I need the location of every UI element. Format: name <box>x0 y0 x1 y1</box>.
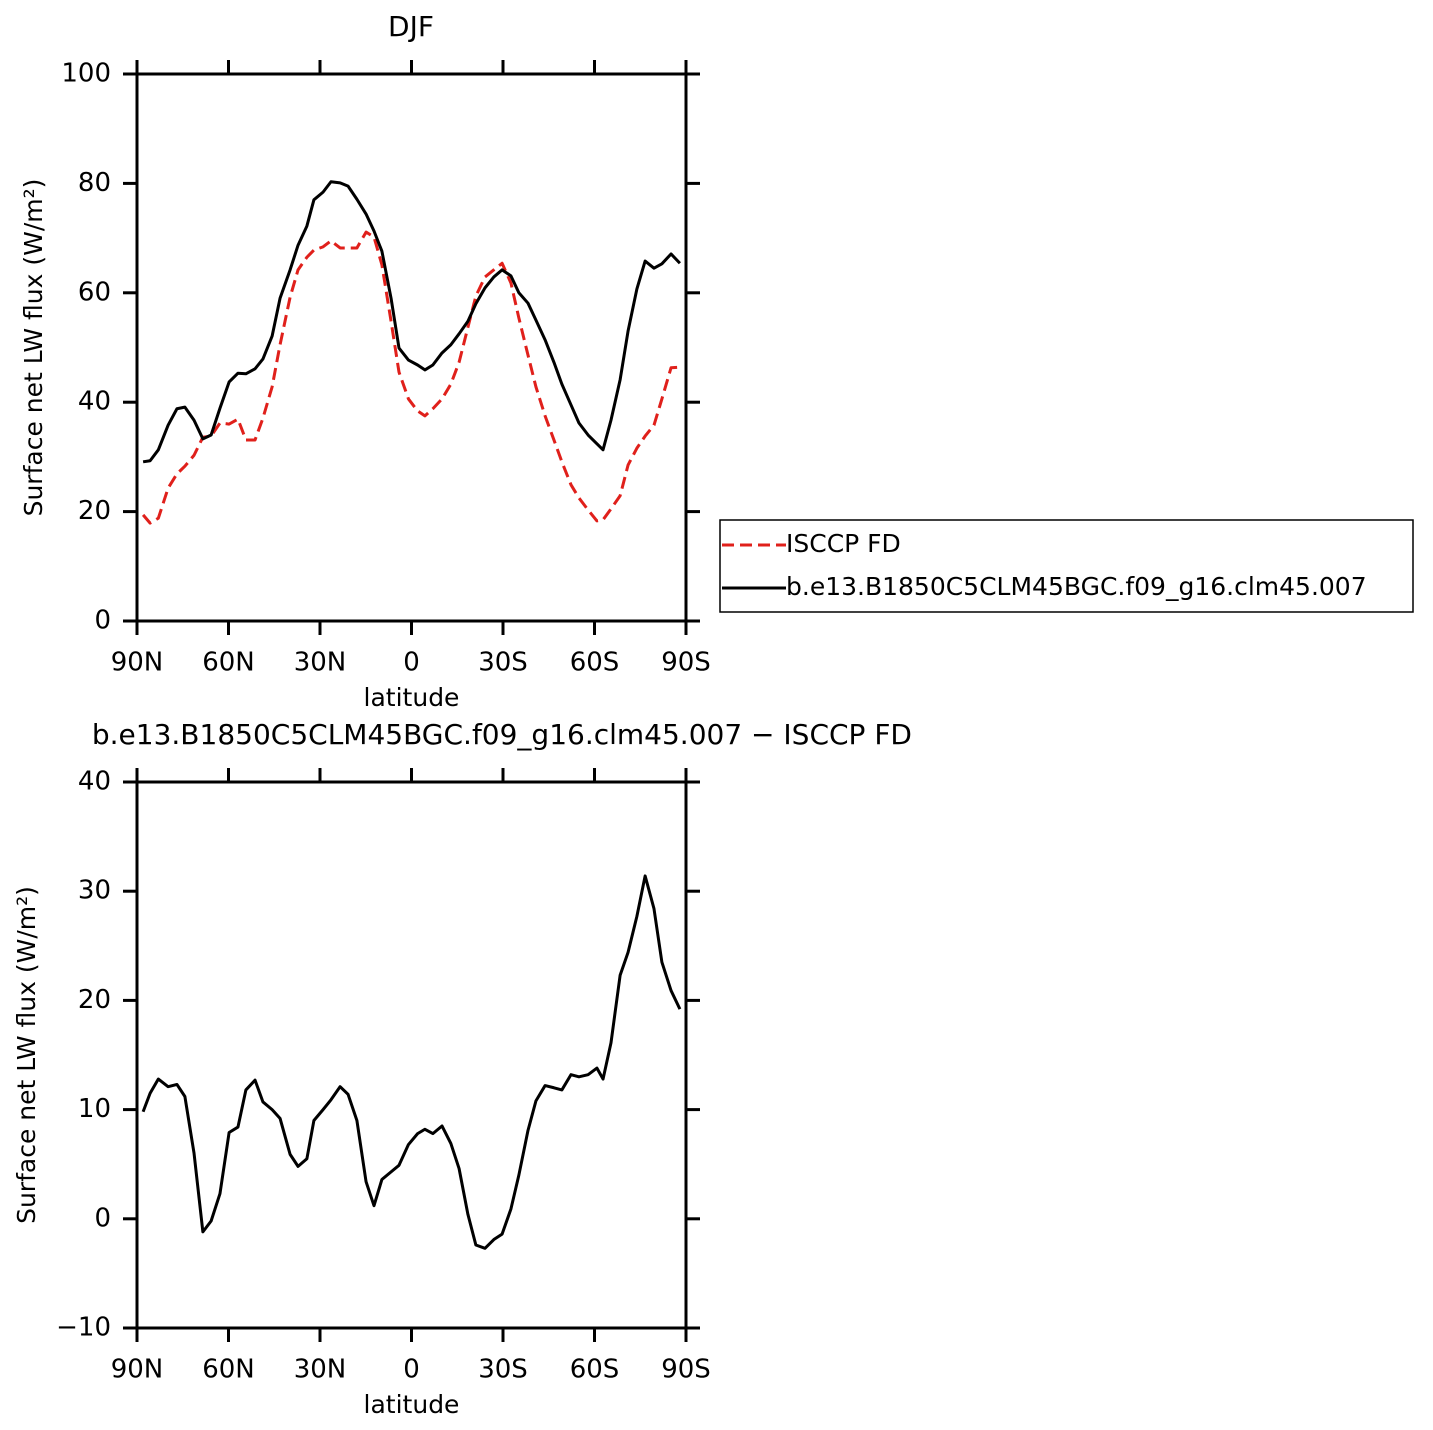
x-tick-label: 90S <box>661 648 711 678</box>
x-tick-label: 90S <box>661 1355 711 1385</box>
x-tick-label: 0 <box>403 648 420 678</box>
y-tick-label: −10 <box>56 1313 111 1343</box>
x-tick-label: 60N <box>202 648 255 678</box>
x-tick-label: 60N <box>202 1355 255 1385</box>
y-tick-label: 20 <box>78 496 111 526</box>
x-tick-label: 30S <box>478 648 528 678</box>
x-tick-label: 60S <box>570 1355 620 1385</box>
data-line <box>141 230 680 525</box>
plot-frame <box>135 72 688 623</box>
plot-frame <box>135 780 688 1330</box>
y-tick-label: 100 <box>61 59 111 89</box>
y-tick-label: 80 <box>78 168 111 198</box>
legend-box <box>719 519 1414 613</box>
x-tick-label: 90N <box>111 648 164 678</box>
x-tick-label: 0 <box>403 1355 420 1385</box>
x-tick-label: 30S <box>478 1355 528 1385</box>
y-tick-label: 0 <box>94 1203 111 1233</box>
data-line <box>141 874 682 1250</box>
y-axis-label: Surface net LW flux (W/m²) <box>12 886 41 1224</box>
y-tick-label: 40 <box>78 767 111 797</box>
y-tick-label: 0 <box>94 606 111 636</box>
y-tick-label: 40 <box>78 387 111 417</box>
chart-title: DJF <box>388 10 434 43</box>
y-tick-label: 30 <box>78 876 111 906</box>
legend-label: b.e13.B1850C5CLM45BGC.f09_g16.clm45.007 <box>786 572 1367 601</box>
x-tick-label: 30N <box>294 648 347 678</box>
y-tick-label: 10 <box>78 1094 111 1124</box>
x-axis-label: latitude <box>364 683 460 712</box>
x-tick-label: 60S <box>570 648 620 678</box>
x-axis-label: latitude <box>364 1390 460 1419</box>
data-line <box>142 180 681 464</box>
x-tick-label: 90N <box>111 1355 164 1385</box>
chart-title: b.e13.B1850C5CLM45BGC.f09_g16.clm45.007 … <box>92 718 912 751</box>
y-axis-label: Surface net LW flux (W/m²) <box>19 179 48 517</box>
legend: ISCCP FD b.e13.B1850C5CLM45BGC.f09_g16.cl… <box>719 519 1414 613</box>
legend-label: ISCCP FD <box>786 529 901 558</box>
y-tick-label: 60 <box>78 277 111 307</box>
x-tick-label: 30N <box>294 1355 347 1385</box>
y-tick-label: 20 <box>78 985 111 1015</box>
